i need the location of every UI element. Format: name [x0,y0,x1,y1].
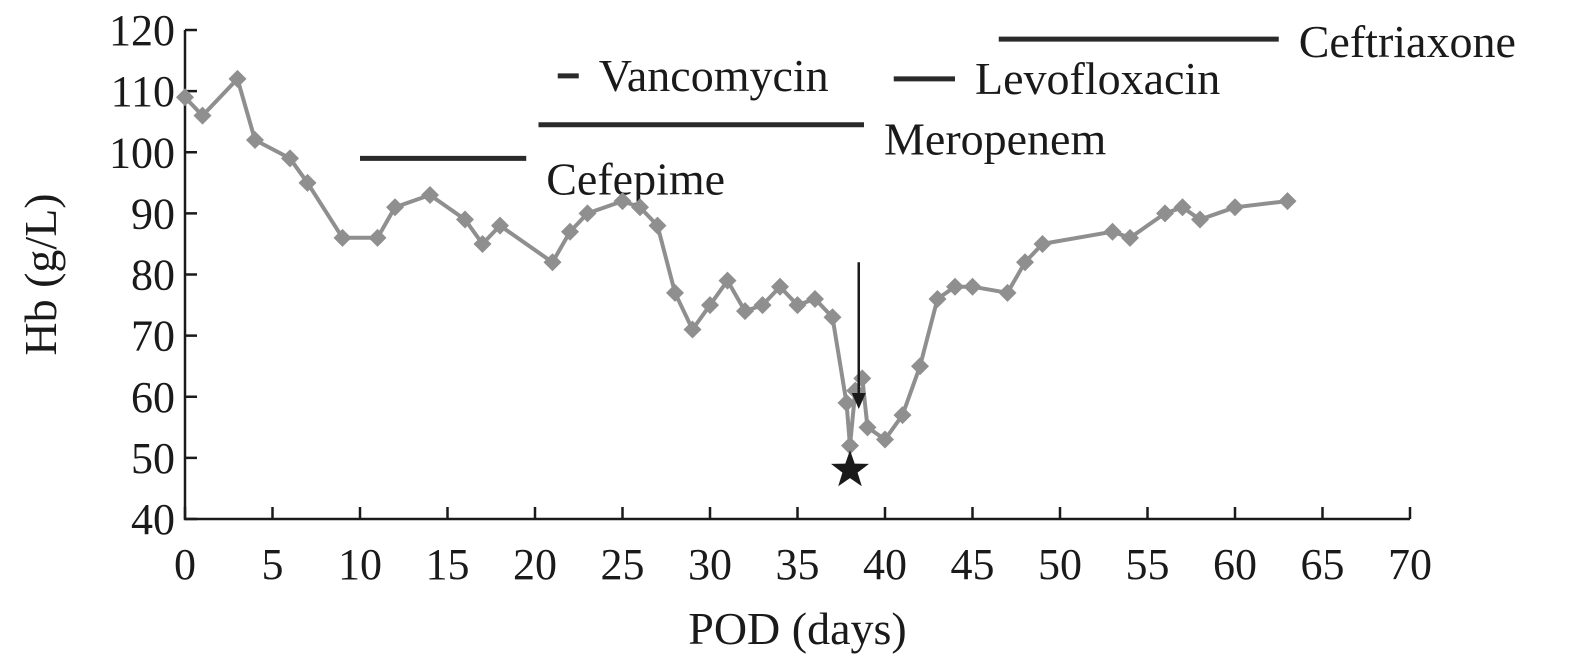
data-point [771,277,789,296]
data-point [543,253,562,272]
data-point [1191,210,1209,229]
hb-series [176,69,1297,455]
star-marker [831,450,869,487]
data-point [456,210,474,229]
annotations [831,262,869,487]
data-point [648,216,667,235]
data-point [1156,204,1174,223]
x-tick-label: 0 [174,540,196,589]
data-point [806,289,824,308]
y-tick-label: 120 [109,6,175,55]
data-point [998,283,1017,302]
data-point [631,198,649,217]
y-tick-label: 90 [131,189,175,238]
treatment-label: Vancomycin [599,50,829,101]
data-point [246,131,264,150]
axis-lines [183,30,1410,521]
arrow-head [851,392,866,409]
x-tick-label: 25 [601,540,645,589]
data-point [421,186,439,205]
data-point [473,234,492,253]
treatment-label: Meropenem [884,114,1106,165]
x-tick-label: 30 [688,540,732,589]
data-point [298,173,317,192]
data-point [666,283,684,302]
x-tick-label: 40 [863,540,907,589]
data-point [683,320,702,339]
data-point [333,228,352,247]
y-tick-label: 80 [131,251,175,300]
treatment-bars: Cefepime Meropenem Vancomycin Levofloxacin C… [360,16,1516,204]
x-tick-label: 5 [262,540,284,589]
data-point [228,69,247,88]
data-point [613,192,632,211]
x-tick-label: 10 [338,540,382,589]
y-tick-label: 50 [131,434,175,483]
y-tick-label: 100 [109,128,175,177]
y-tick-label: 60 [131,373,175,422]
data-point [368,228,387,247]
data-point [578,204,597,223]
ticks: 40 50 60 70 80 90 100 110 120 0 5 10 15 20 25 30 35 40 45 5… [109,6,1432,589]
series-line [183,76,1288,448]
data-point [753,296,772,315]
data-point [281,149,299,168]
data-point [1033,234,1052,253]
x-tick-label: 15 [426,540,470,589]
x-tick-label: 60 [1213,540,1257,589]
data-point [893,406,912,425]
x-tick-label: 20 [513,540,557,589]
y-tick-label: 70 [131,312,175,361]
data-point [841,436,859,455]
data-point [1103,222,1122,241]
treatment-label: Cefepime [546,153,725,204]
x-axis-title: POD (days) [688,603,906,654]
data-point [1173,198,1192,217]
data-point [701,296,719,315]
data-point [1016,253,1034,272]
x-tick-label: 50 [1038,540,1082,589]
data-point [837,393,856,412]
data-point [491,216,509,235]
y-axis-title: Hb (g/L) [15,193,66,355]
data-point [176,88,194,107]
treatment-label: Levofloxacin [975,53,1220,104]
x-tick-label: 70 [1388,540,1432,589]
data-point [876,430,894,449]
data-point [1278,192,1297,211]
data-point [963,277,982,296]
x-tick-label: 45 [951,540,995,589]
data-point [946,277,964,296]
data-point [718,271,737,290]
data-point [823,308,842,327]
x-tick-label: 55 [1126,540,1170,589]
y-tick-label: 110 [111,67,175,116]
data-point [386,198,404,217]
x-tick-label: 65 [1301,540,1345,589]
data-point [561,222,579,241]
data-point [788,296,807,315]
data-point [1121,228,1139,247]
axes [183,30,1410,521]
data-point [736,302,754,321]
y-tick-label: 40 [131,495,175,544]
data-point [928,289,947,308]
data-point [858,418,877,437]
data-point [1226,198,1244,217]
data-point [193,106,212,125]
treatment-label: Ceftriaxone [1299,16,1516,67]
x-tick-label: 35 [776,540,820,589]
data-point [911,357,929,376]
